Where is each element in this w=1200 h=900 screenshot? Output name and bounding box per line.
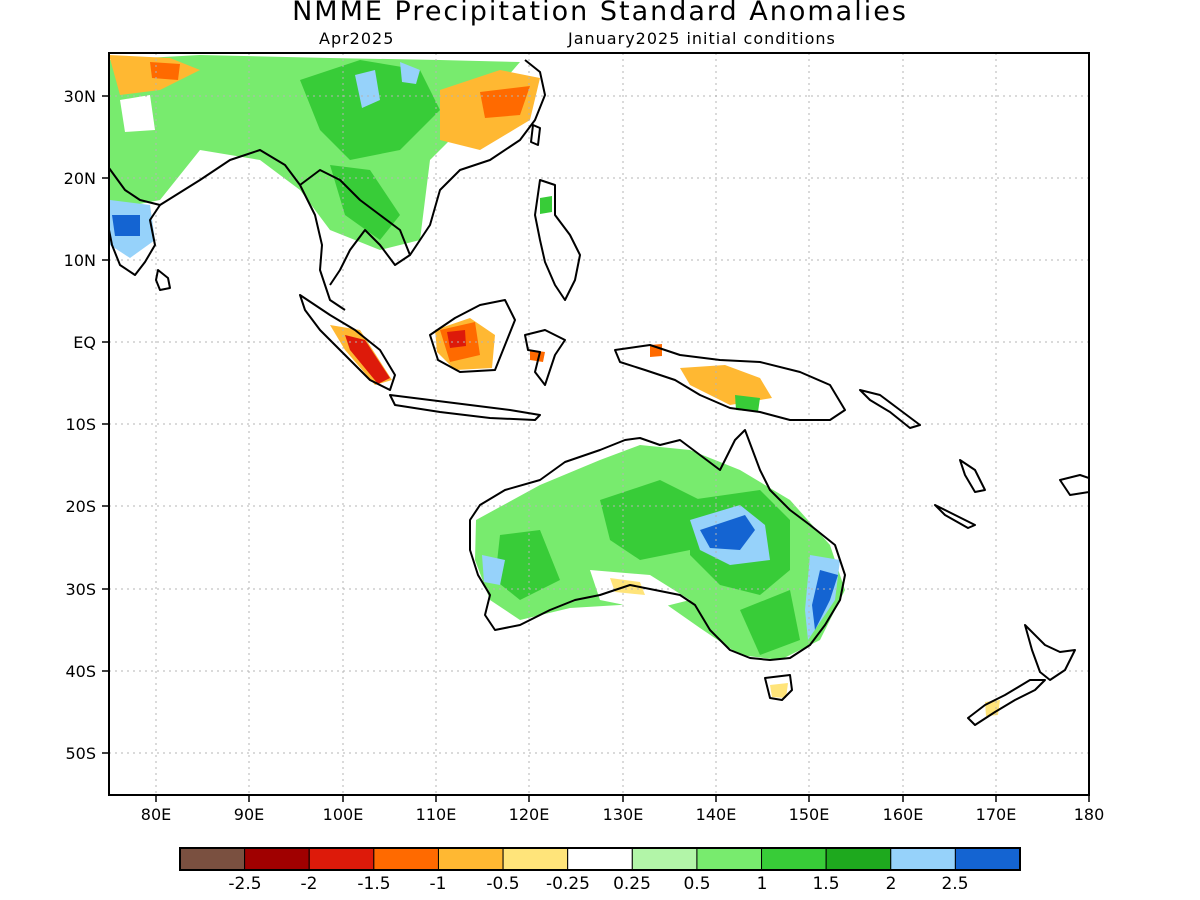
colorbar-swatch [890,847,956,871]
lat-label: EQ [73,333,96,352]
lat-label: 50S [65,744,96,763]
lon-label: 180 [1074,805,1105,824]
lon-axis-labels: 80E 90E 100E 110E 120E 130E 140E 150E 16… [141,805,1105,824]
lon-label: 80E [141,805,171,824]
colorbar-swatch [761,847,827,871]
colorbar-label: -2.5 [228,874,261,894]
map-title: NMME Precipitation Standard Anomalies [292,0,908,27]
lat-label: 10S [65,415,96,434]
colorbar-label: -1.5 [357,874,390,894]
coastlines [109,59,1089,726]
lat-label: 20N [64,169,96,188]
colorbar-label: 0.5 [683,874,710,894]
lat-label: 30N [64,87,96,106]
lat-axis-labels: 30N 20N 10N EQ 10S 20S 30S 40S 50S [64,87,96,763]
colorbar-label: -0.25 [546,874,590,894]
colorbar-label: 0.25 [613,874,651,894]
lat-label: 30S [65,580,96,599]
axis-ticks [102,95,1090,802]
lat-label: 10N [64,251,96,270]
lon-label: 110E [416,805,457,824]
lon-label: 140E [696,805,737,824]
colorbar-swatch [308,847,375,871]
colorbar-swatch [631,847,698,871]
lon-label: 150E [789,805,830,824]
colorbar-label: 2.5 [941,874,968,894]
lon-label: 170E [976,805,1017,824]
colorbar-swatch [502,847,569,871]
colorbar-label: -2 [301,874,318,894]
colorbar-swatch [179,847,246,871]
lon-label: 160E [883,805,924,824]
colorbar-swatch [825,847,892,871]
colorbar-swatch [954,847,1021,871]
colorbar-swatch [437,847,504,871]
graticule [109,53,1089,795]
lon-label: 100E [323,805,364,824]
lon-label: 130E [603,805,644,824]
colorbar-label: 2 [886,874,897,894]
colorbar-swatch [696,847,763,871]
target-month-label: Apr2025 [319,29,395,48]
colorbar-swatch [373,847,439,871]
colorbar-label: -1 [430,874,447,894]
colorbar-label: 1 [757,874,768,894]
init-conditions-label: January2025 initial conditions [568,29,836,48]
lat-label: 40S [65,662,96,681]
colorbar-swatch [244,847,310,871]
colorbar-swatch [567,847,633,871]
lon-label: 120E [509,805,550,824]
colorbar: -2.5 -2 -1.5 -1 -0.5 -0.25 0.25 0.5 1 1.… [179,847,1021,894]
lat-label: 20S [65,497,96,516]
colorbar-label: 1.5 [812,874,839,894]
lon-label: 90E [234,805,264,824]
colorbar-label: -0.5 [486,874,519,894]
colorbar-border [179,847,1021,871]
